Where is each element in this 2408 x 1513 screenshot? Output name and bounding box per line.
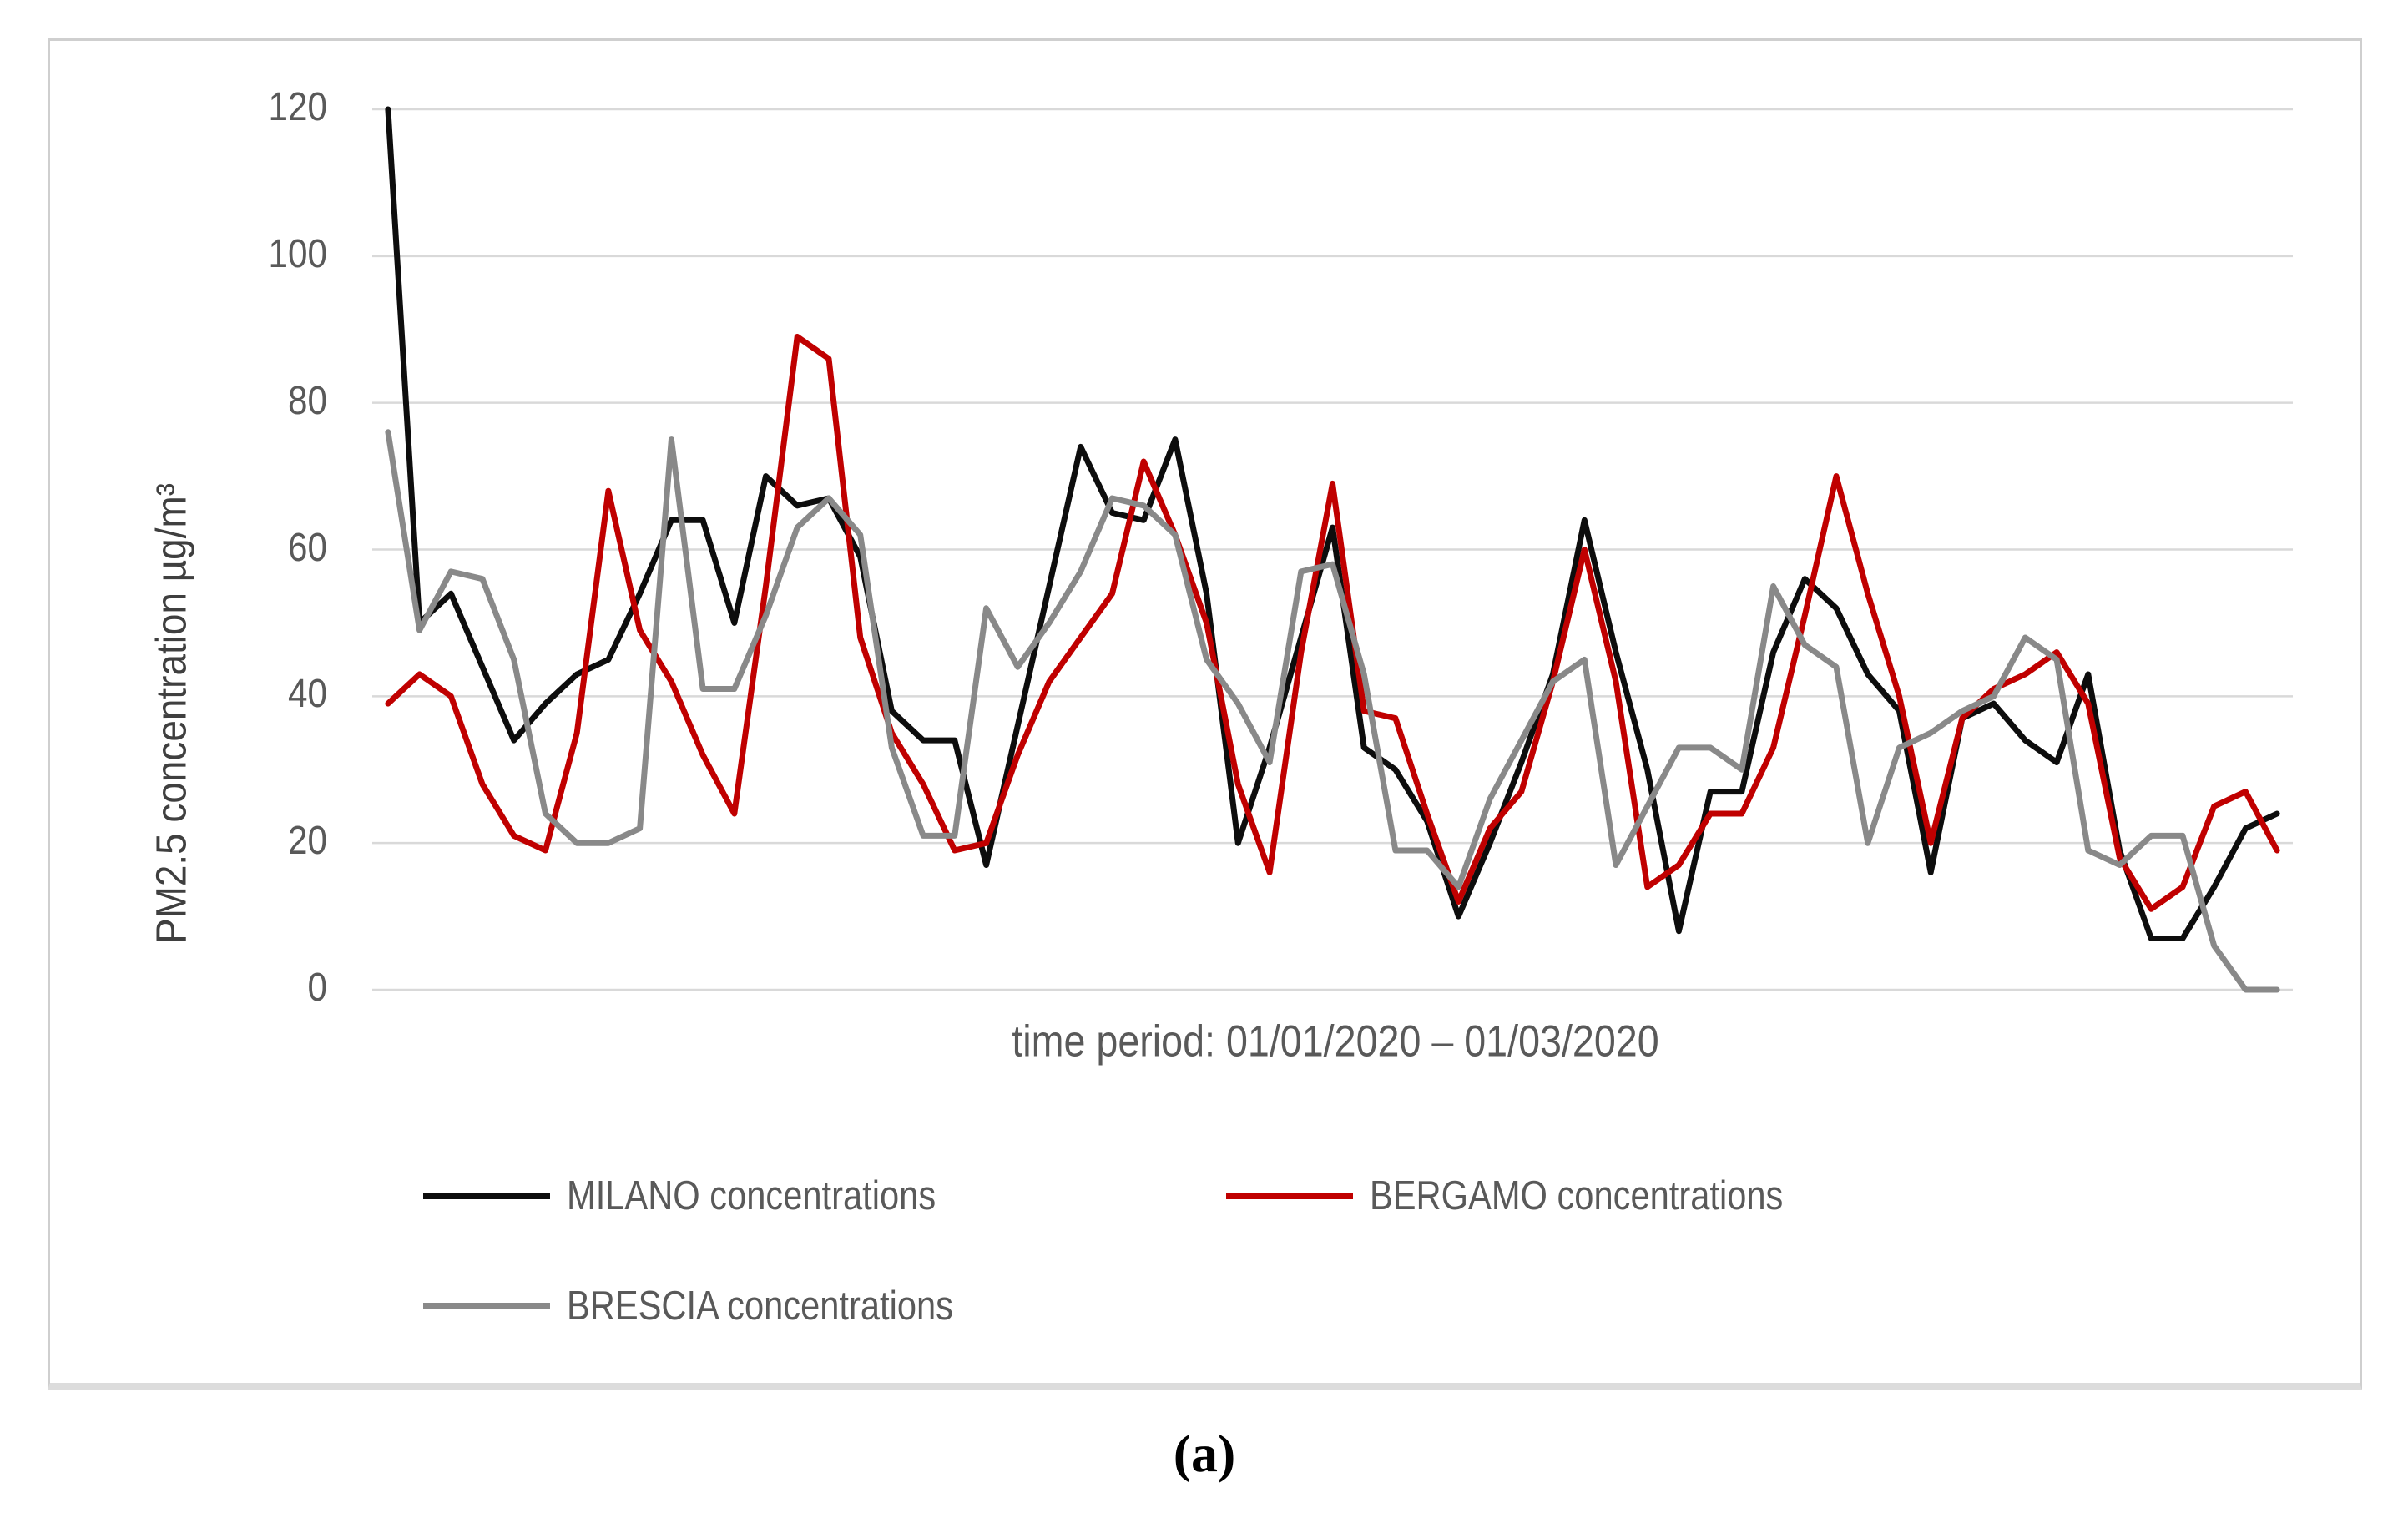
legend-item-bergamo: BERGAMO concentrations <box>1226 1171 2052 1221</box>
legend-label-brescia: BRESCIA concentrations <box>567 1284 954 1329</box>
bergamo-line-swatch <box>1226 1193 1353 1199</box>
milano-line-swatch <box>423 1193 550 1199</box>
y-tick-label-20: 20 <box>288 819 327 864</box>
legend-item-milano: MILANO concentrations <box>423 1171 1199 1221</box>
y-tick-label-120: 120 <box>268 85 327 129</box>
legend-label-bergamo: BERGAMO concentrations <box>1370 1173 1784 1218</box>
y-tick-label-80: 80 <box>288 378 327 423</box>
y-tick-label-60: 60 <box>288 525 327 570</box>
legend-item-brescia: BRESCIA concentrations <box>423 1281 1199 1331</box>
y-axis-title: PM2.5 concentration µg/m³ <box>147 483 195 945</box>
legend-label-milano: MILANO concentrations <box>567 1173 936 1218</box>
brescia-line-swatch <box>423 1303 550 1309</box>
y-tick-label-100: 100 <box>268 231 327 276</box>
x-axis-title: time period: 01/01/2020 – 01/03/2020 <box>1012 1016 1659 1067</box>
y-tick-label-0: 0 <box>307 966 327 1010</box>
subfigure-caption: (a) <box>1173 1424 1236 1483</box>
y-tick-label-40: 40 <box>288 672 327 717</box>
